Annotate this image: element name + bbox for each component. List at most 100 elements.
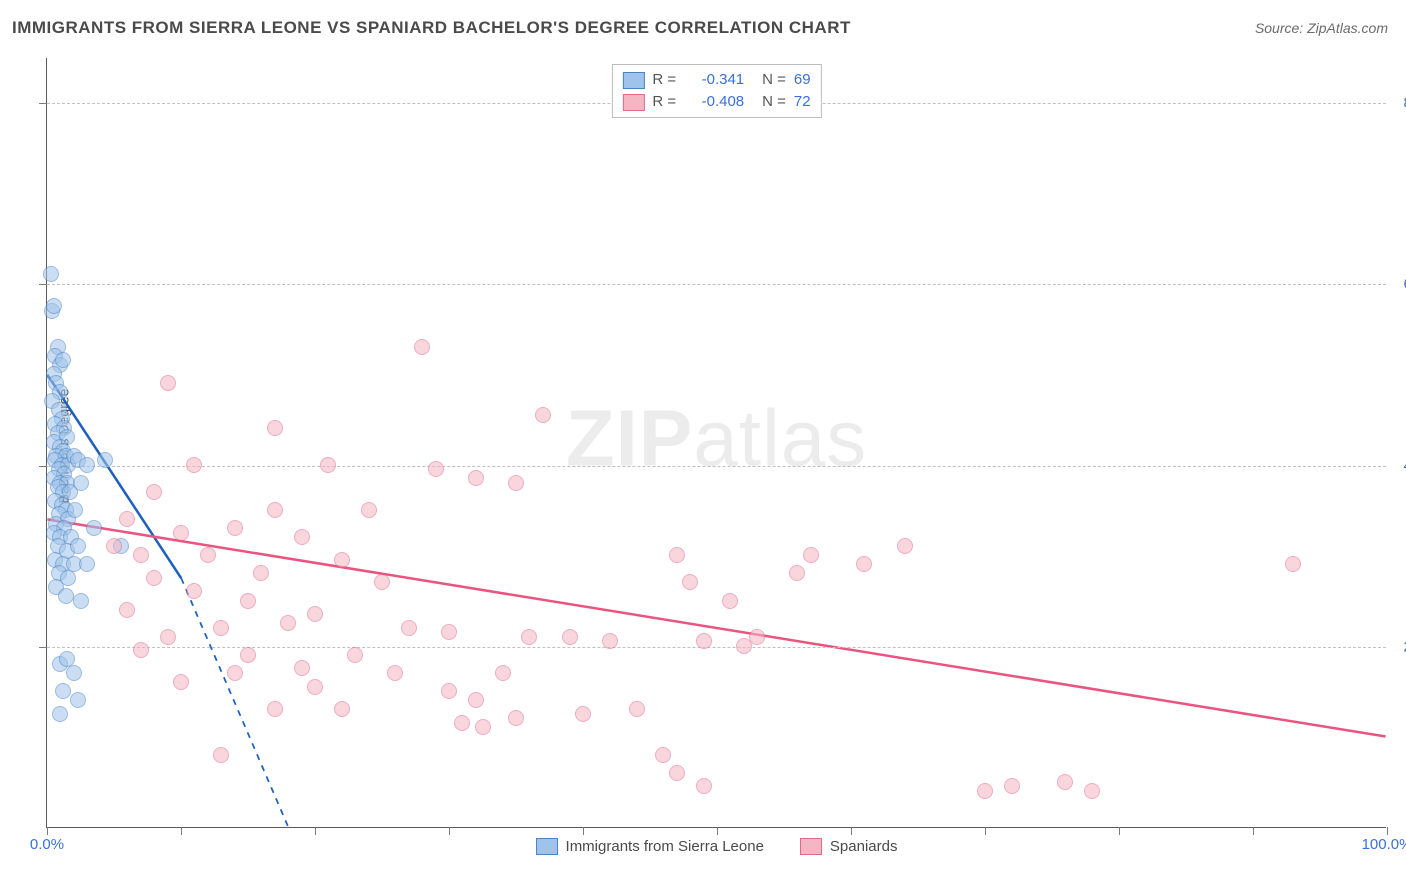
data-point bbox=[119, 602, 135, 618]
source-credit: Source: ZipAtlas.com bbox=[1255, 20, 1388, 36]
data-point bbox=[334, 552, 350, 568]
data-point bbox=[46, 298, 62, 314]
data-point bbox=[1057, 774, 1073, 790]
x-tick-label: 100.0% bbox=[1362, 836, 1406, 853]
data-point bbox=[521, 629, 537, 645]
legend-item: Spaniards bbox=[800, 838, 898, 855]
x-tick bbox=[985, 827, 986, 835]
r-label: R = bbox=[652, 91, 676, 113]
legend-swatch bbox=[622, 94, 644, 111]
data-point bbox=[749, 629, 765, 645]
data-point bbox=[294, 529, 310, 545]
data-point bbox=[562, 629, 578, 645]
watermark-text: ZIPatlas bbox=[566, 392, 867, 484]
legend-swatch bbox=[800, 838, 822, 855]
data-point bbox=[106, 538, 122, 554]
data-point bbox=[468, 470, 484, 486]
data-point bbox=[186, 457, 202, 473]
series-legend: Immigrants from Sierra Leone Spaniards bbox=[536, 838, 898, 855]
r-value: -0.341 bbox=[684, 69, 744, 91]
y-tick-label: 40.0% bbox=[1386, 457, 1406, 474]
data-point bbox=[200, 547, 216, 563]
x-tick bbox=[181, 827, 182, 835]
legend-label: Immigrants from Sierra Leone bbox=[566, 838, 764, 855]
y-tick bbox=[39, 466, 47, 467]
data-point bbox=[441, 683, 457, 699]
data-point bbox=[696, 633, 712, 649]
y-tick-label: 60.0% bbox=[1386, 276, 1406, 293]
y-tick bbox=[39, 647, 47, 648]
data-point bbox=[70, 538, 86, 554]
data-point bbox=[334, 701, 350, 717]
n-label: N = bbox=[762, 91, 786, 113]
n-value: 69 bbox=[794, 69, 811, 91]
data-point bbox=[227, 520, 243, 536]
data-point bbox=[146, 484, 162, 500]
data-point bbox=[897, 538, 913, 554]
x-tick bbox=[1387, 827, 1388, 835]
x-tick-label: 0.0% bbox=[30, 836, 64, 853]
legend-swatch bbox=[536, 838, 558, 855]
data-point bbox=[374, 574, 390, 590]
data-point bbox=[227, 665, 243, 681]
data-point bbox=[387, 665, 403, 681]
data-point bbox=[428, 461, 444, 477]
legend-item: Immigrants from Sierra Leone bbox=[536, 838, 764, 855]
y-tick bbox=[39, 284, 47, 285]
data-point bbox=[475, 719, 491, 735]
data-point bbox=[186, 583, 202, 599]
data-point bbox=[495, 665, 511, 681]
x-tick bbox=[1119, 827, 1120, 835]
r-value: -0.408 bbox=[684, 91, 744, 113]
data-point bbox=[55, 683, 71, 699]
x-tick bbox=[315, 827, 316, 835]
data-point bbox=[669, 765, 685, 781]
data-point bbox=[347, 647, 363, 663]
data-point bbox=[977, 783, 993, 799]
legend-swatch bbox=[622, 72, 644, 89]
chart-title: IMMIGRANTS FROM SIERRA LEONE VS SPANIARD… bbox=[12, 18, 851, 38]
data-point bbox=[655, 747, 671, 763]
y-tick-label: 80.0% bbox=[1386, 95, 1406, 112]
x-tick bbox=[583, 827, 584, 835]
data-point bbox=[629, 701, 645, 717]
y-tick bbox=[39, 103, 47, 104]
data-point bbox=[414, 339, 430, 355]
data-point bbox=[682, 574, 698, 590]
data-point bbox=[213, 620, 229, 636]
data-point bbox=[43, 266, 59, 282]
x-tick bbox=[717, 827, 718, 835]
data-point bbox=[79, 556, 95, 572]
data-point bbox=[133, 642, 149, 658]
data-point bbox=[468, 692, 484, 708]
data-point bbox=[454, 715, 470, 731]
data-point bbox=[508, 710, 524, 726]
data-point bbox=[280, 615, 296, 631]
y-tick-label: 20.0% bbox=[1386, 638, 1406, 655]
legend-row: R =-0.408N =72 bbox=[622, 91, 810, 113]
data-point bbox=[856, 556, 872, 572]
x-tick bbox=[1253, 827, 1254, 835]
legend-row: R = -0.341 N = 69 bbox=[622, 69, 810, 91]
data-point bbox=[173, 674, 189, 690]
legend-label: Spaniards bbox=[830, 838, 898, 855]
data-point bbox=[1084, 783, 1100, 799]
data-point bbox=[535, 407, 551, 423]
data-point bbox=[361, 502, 377, 518]
data-point bbox=[73, 593, 89, 609]
r-label: R = bbox=[652, 69, 676, 91]
gridline bbox=[47, 466, 1386, 467]
data-point bbox=[173, 525, 189, 541]
data-point bbox=[52, 706, 68, 722]
data-point bbox=[267, 420, 283, 436]
scatter-plot: ZIPatlas R =-0.341N =69R =-0.408N =72 Im… bbox=[46, 58, 1386, 828]
data-point bbox=[133, 547, 149, 563]
data-point bbox=[146, 570, 162, 586]
data-point bbox=[307, 606, 323, 622]
x-tick bbox=[851, 827, 852, 835]
n-label: N = bbox=[762, 69, 786, 91]
data-point bbox=[267, 502, 283, 518]
data-point bbox=[602, 633, 618, 649]
data-point bbox=[213, 747, 229, 763]
gridline bbox=[47, 284, 1386, 285]
